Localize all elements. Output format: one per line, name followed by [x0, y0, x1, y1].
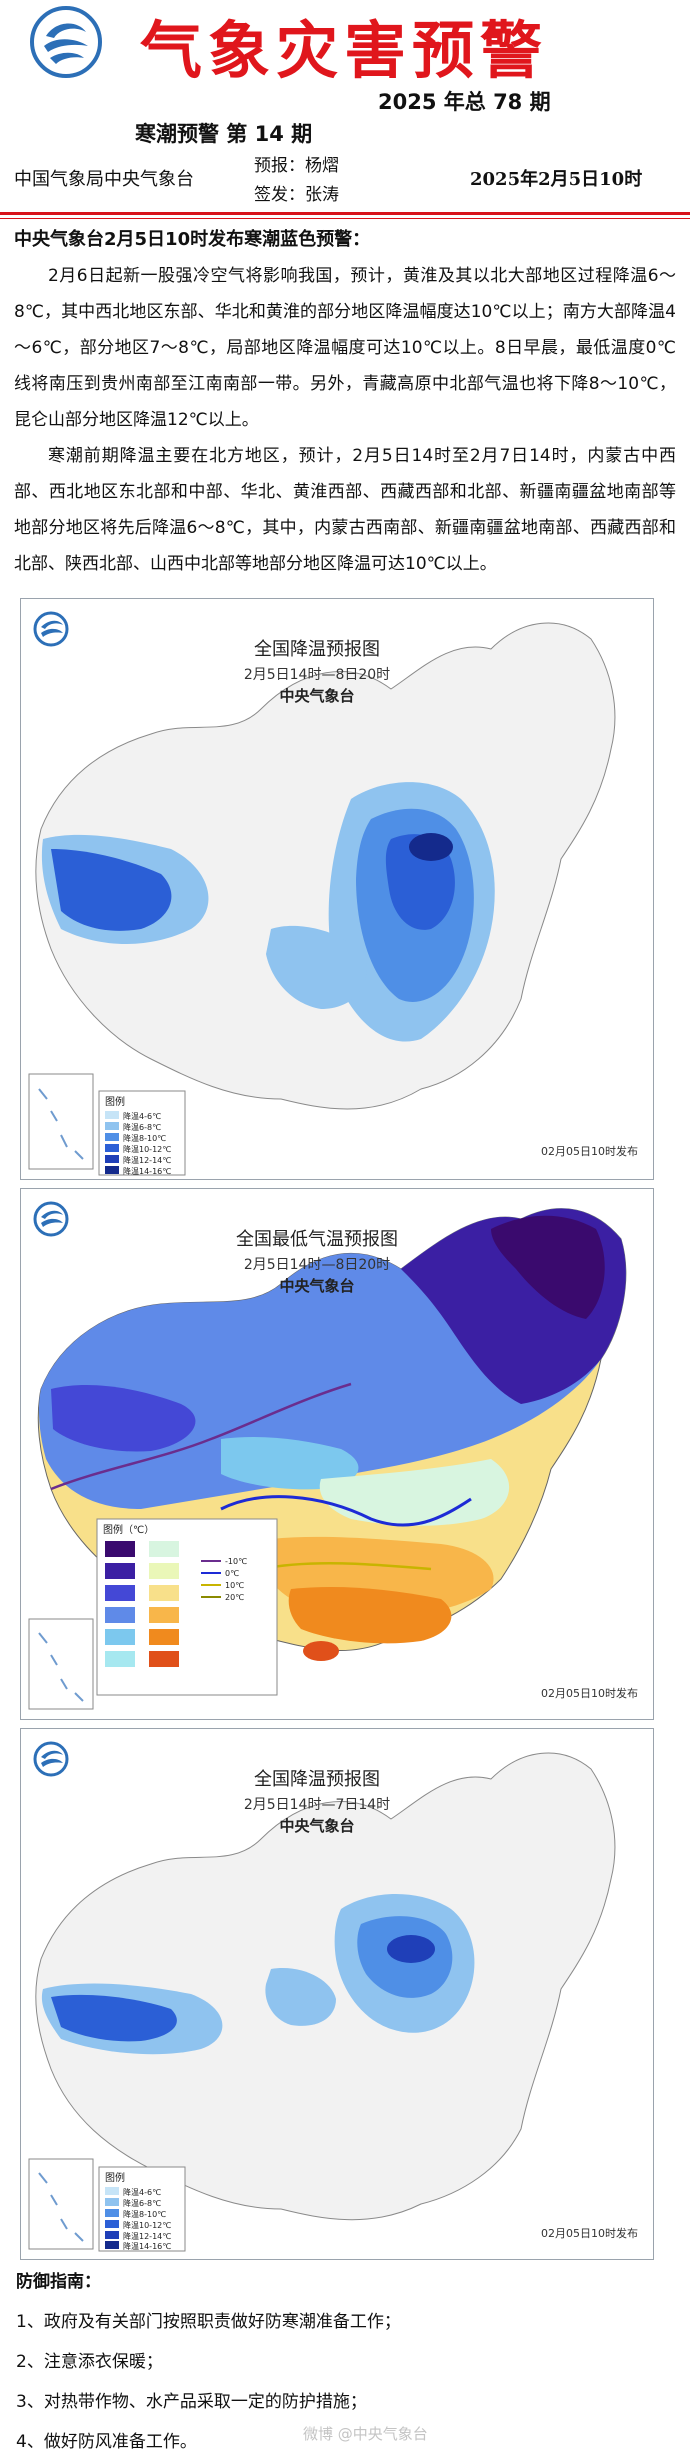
legend-item: 降温10-12℃	[123, 2220, 171, 2230]
map-source: 中央气象台	[279, 1817, 354, 1835]
legend-item: 降温6-8℃	[123, 2198, 161, 2208]
legend-item: 降温12-14℃	[123, 1155, 171, 1165]
legend-swatch	[105, 2209, 119, 2217]
legend-swatch	[105, 1629, 135, 1645]
legend-swatch	[149, 1629, 179, 1645]
cma-logo-icon	[30, 6, 102, 78]
warning-paragraph: 2月6日起新一股强冷空气将影响我国，预计，黄淮及其以北大部地区过程降温6～8℃，…	[14, 266, 676, 430]
legend-swatch	[105, 2231, 119, 2239]
legend-item: 降温10-12℃	[123, 1144, 171, 1154]
legend-swatches	[105, 1541, 179, 1667]
legend-swatch	[149, 1651, 179, 1667]
map-issued: 02月05日10时发布	[541, 1686, 638, 1700]
warning-title: 气象灾害预警	[140, 14, 549, 87]
warning-paragraph: 寒潮前期降温主要在北方地区，预计，2月5日14时至2月7日14时，内蒙古中西部、…	[14, 446, 676, 574]
legend-swatch	[105, 1111, 119, 1119]
map-legend: 图例 降温4-6℃ 降温6-8℃ 降温8-10℃ 降温10-12℃ 降温12-1…	[98, 2166, 186, 2252]
legend-swatch	[105, 2241, 119, 2249]
legend-item: 降温6-8℃	[123, 1122, 161, 1132]
legend-item: 10℃	[225, 1581, 244, 1590]
guide-item: 2、注意添衣保暖；	[16, 2352, 163, 2372]
legend-item: 降温4-6℃	[123, 2187, 161, 2197]
legend-swatch	[149, 1563, 179, 1579]
legend-swatch	[105, 1122, 119, 1130]
guide-item: 4、做好防风准备工作。	[16, 2432, 197, 2452]
legend-item: 降温12-14℃	[123, 2231, 171, 2241]
legend-item: 降温8-10℃	[123, 1133, 166, 1143]
cooling-forecast-map-1: 全国降温预报图 2月5日14时—8日20时 中央气象台 图例 降温4-6℃ 降温…	[20, 598, 654, 1180]
map-period: 2月5日14时—7日14时	[244, 1797, 390, 1813]
cooling-forecast-map-2: 全国降温预报图 2月5日14时—7日14时 中央气象台 图例 降温4-6℃ 降温…	[20, 1728, 654, 2260]
weibo-watermark: 微博 @中央气象台	[303, 2425, 428, 2443]
legend-swatch	[105, 1133, 119, 1141]
header-divider-thin	[0, 218, 690, 219]
legend-item: 降温14-16℃	[123, 1166, 171, 1176]
legend-swatch	[105, 1144, 119, 1152]
guide-item: 3、对热带作物、水产品采取一定的防护措施；	[16, 2392, 367, 2412]
legend-swatch	[105, 1166, 119, 1174]
legend-swatch	[105, 1155, 119, 1163]
legend-swatch	[149, 1541, 179, 1557]
min-temperature-map: 全国最低气温预报图 2月5日14时—8日20时 中央气象台 图例（℃） -10℃…	[20, 1188, 654, 1720]
map-title: 全国降温预报图	[254, 1769, 380, 1790]
map-period: 2月5日14时—8日20时	[244, 1257, 390, 1273]
defense-guide: 防御指南： 1、政府及有关部门按照职责做好防寒潮准备工作； 2、注意添衣保暖； …	[16, 2262, 676, 2462]
legend-swatch	[149, 1585, 179, 1601]
map-source: 中央气象台	[279, 687, 354, 705]
map-source: 中央气象台	[279, 1277, 354, 1295]
issue-date: 2025年2月5日10时	[470, 169, 643, 190]
legend-title: 图例（℃）	[103, 1523, 154, 1536]
issue-total: 2025 年总 78 期	[378, 90, 551, 114]
map-issued: 02月05日10时发布	[541, 1144, 638, 1158]
map-issued: 02月05日10时发布	[541, 2226, 638, 2240]
map-title: 全国降温预报图	[254, 639, 380, 660]
warning-header: 气象灾害预警 2025 年总 78 期 寒潮预警 第 14 期 中国气象局中央气…	[0, 0, 690, 245]
legend-item: 降温14-16℃	[123, 2241, 171, 2251]
signer: 签发：张涛	[254, 185, 339, 205]
legend-swatch	[105, 1651, 135, 1667]
legend-title: 图例	[105, 1095, 125, 1108]
legend-title: 图例	[105, 2171, 125, 2184]
warning-headline: 中央气象台2月5日10时发布寒潮蓝色预警：	[14, 229, 371, 250]
legend-swatch	[105, 1607, 135, 1623]
map-legend: 图例 降温4-6℃ 降温6-8℃ 降温8-10℃ 降温10-12℃ 降温12-1…	[98, 1090, 186, 1176]
legend-swatch	[105, 2220, 119, 2228]
guide-item: 1、政府及有关部门按照职责做好防寒潮准备工作；	[16, 2312, 401, 2332]
warning-content: 中央气象台2月5日10时发布寒潮蓝色预警： 2月6日起新一股强冷空气将影响我国，…	[14, 222, 676, 582]
legend-swatch	[105, 2187, 119, 2195]
legend-item: 降温8-10℃	[123, 2209, 166, 2219]
legend-swatch	[105, 1541, 135, 1557]
map-title: 全国最低气温预报图	[236, 1229, 398, 1250]
guide-title: 防御指南：	[16, 2272, 101, 2292]
legend-swatch	[105, 1585, 135, 1601]
legend-swatch	[105, 1563, 135, 1579]
legend-item: -10℃	[225, 1557, 247, 1566]
legend-item: 20℃	[225, 1593, 244, 1602]
map-legend: 图例（℃） -10℃ 0℃ 10℃ 20℃	[96, 1518, 278, 1696]
legend-swatch	[149, 1607, 179, 1623]
map-period: 2月5日14时—8日20时	[244, 667, 390, 683]
header-divider	[0, 212, 690, 215]
agency-name: 中国气象局中央气象台	[14, 169, 194, 190]
legend-swatch	[105, 2198, 119, 2206]
legend-item: 降温4-6℃	[123, 1111, 161, 1121]
forecaster: 预报：杨熠	[254, 156, 339, 176]
issue-number: 寒潮预警 第 14 期	[135, 122, 313, 146]
legend-item: 0℃	[225, 1569, 239, 1578]
